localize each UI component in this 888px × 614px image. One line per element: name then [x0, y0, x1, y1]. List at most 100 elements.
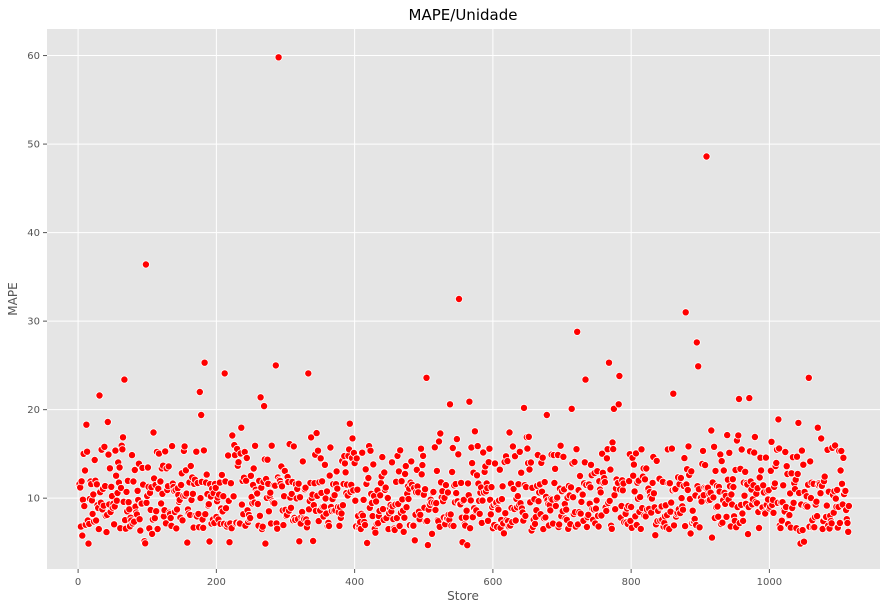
- data-point: [273, 524, 282, 533]
- data-point: [813, 423, 822, 432]
- data-point: [141, 539, 150, 548]
- data-point: [94, 525, 103, 534]
- data-point: [692, 338, 701, 347]
- data-point: [605, 496, 614, 505]
- x-axis-ticks: 0 200 400 600 800 1000: [75, 569, 782, 588]
- data-point: [418, 461, 427, 470]
- data-point: [695, 523, 704, 532]
- data-point: [295, 537, 304, 546]
- data-point: [741, 467, 750, 476]
- data-point: [396, 446, 405, 455]
- data-point: [694, 362, 703, 371]
- data-point: [841, 486, 850, 495]
- data-point: [219, 492, 228, 501]
- data-point: [258, 522, 267, 531]
- data-point: [117, 483, 126, 492]
- data-point: [407, 457, 416, 466]
- data-point: [573, 520, 582, 529]
- data-point: [449, 522, 458, 531]
- data-point: [202, 470, 211, 479]
- data-point: [820, 472, 829, 481]
- data-point: [569, 493, 578, 502]
- data-point: [422, 373, 431, 382]
- data-point: [345, 419, 354, 428]
- data-point: [681, 308, 690, 317]
- data-point: [576, 471, 585, 480]
- data-point: [454, 450, 463, 459]
- data-point: [267, 441, 276, 450]
- data-point: [105, 464, 114, 473]
- data-point: [197, 410, 206, 419]
- data-point: [358, 448, 367, 457]
- data-point: [716, 450, 725, 459]
- data-point: [301, 483, 310, 492]
- data-point: [399, 527, 408, 536]
- data-point: [330, 491, 339, 500]
- x-tick-label: 1000: [757, 577, 782, 588]
- data-point: [320, 502, 329, 511]
- data-point: [699, 446, 708, 455]
- data-point: [380, 468, 389, 477]
- data-point: [479, 448, 488, 457]
- data-point: [827, 519, 836, 528]
- data-point: [483, 516, 492, 525]
- data-point: [427, 529, 436, 538]
- data-point: [831, 494, 840, 503]
- data-point: [618, 486, 627, 495]
- data-point: [340, 459, 349, 468]
- data-point: [81, 466, 90, 475]
- y-axis-ticks: 10 20 30 40 50 60: [27, 51, 47, 505]
- data-point: [817, 434, 826, 443]
- data-point: [148, 529, 157, 538]
- data-point: [636, 493, 645, 502]
- x-tick-label: 200: [207, 577, 226, 588]
- data-point: [572, 445, 581, 454]
- x-axis-label: Store: [447, 589, 479, 603]
- data-point: [256, 393, 265, 402]
- data-point: [448, 443, 457, 452]
- data-point: [199, 523, 208, 532]
- data-point: [462, 506, 471, 515]
- data-point: [738, 509, 747, 518]
- data-point: [728, 475, 737, 484]
- data-point: [277, 482, 286, 491]
- data-point: [237, 423, 246, 432]
- data-point: [750, 448, 759, 457]
- data-point: [667, 444, 676, 453]
- data-point: [443, 488, 452, 497]
- data-point: [676, 473, 685, 482]
- data-point: [150, 514, 159, 523]
- data-point: [577, 497, 586, 506]
- data-point: [412, 465, 421, 474]
- data-point: [341, 468, 350, 477]
- data-point: [611, 505, 620, 514]
- data-point: [115, 463, 124, 472]
- data-point: [401, 462, 410, 471]
- y-tick-label: 50: [27, 140, 40, 151]
- data-point: [466, 524, 475, 533]
- data-point: [526, 458, 535, 467]
- data-point: [781, 447, 790, 456]
- data-point: [371, 528, 380, 537]
- data-point: [473, 442, 482, 451]
- data-point: [260, 402, 269, 411]
- data-point: [448, 467, 457, 476]
- data-point: [465, 397, 474, 406]
- data-point: [381, 483, 390, 492]
- data-point: [409, 521, 418, 530]
- data-point: [770, 479, 779, 488]
- data-point: [767, 437, 776, 446]
- data-point: [378, 505, 387, 514]
- data-point: [524, 432, 533, 441]
- data-point: [707, 426, 716, 435]
- data-point: [816, 489, 825, 498]
- data-point: [610, 491, 619, 500]
- data-point: [713, 502, 722, 511]
- data-point: [822, 501, 831, 510]
- data-point: [806, 493, 815, 502]
- data-point: [803, 502, 812, 511]
- data-point: [511, 516, 520, 525]
- data-point: [361, 465, 370, 474]
- data-point: [452, 435, 461, 444]
- data-point: [322, 487, 331, 496]
